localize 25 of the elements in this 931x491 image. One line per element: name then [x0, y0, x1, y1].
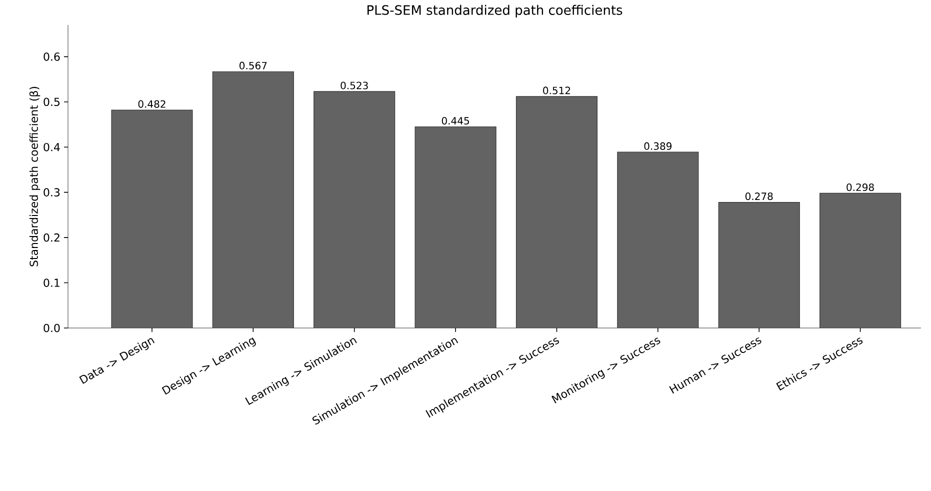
bar — [820, 192, 902, 328]
bar — [414, 126, 496, 328]
bar — [314, 91, 396, 328]
data-label: 0.278 — [745, 192, 773, 200]
bar — [111, 110, 193, 328]
y-tick-label: 0.2 — [44, 233, 60, 242]
data-label: 0.389 — [644, 142, 672, 150]
y-tick-label: 0.6 — [44, 52, 60, 61]
data-label: 0.512 — [543, 86, 570, 94]
y-tick-label: 0.4 — [44, 142, 60, 152]
y-tick-label: 0.3 — [44, 188, 60, 196]
data-label: 0.298 — [846, 183, 874, 192]
data-label: 0.567 — [240, 62, 267, 70]
y-tick-label: 0.5 — [44, 98, 60, 106]
chart-title: PLS-SEM standardized path coefficients — [368, 4, 622, 18]
bar — [212, 71, 294, 328]
data-label: 0.482 — [138, 100, 166, 108]
bar — [718, 202, 800, 328]
y-tick-label: 0.1 — [44, 278, 60, 287]
y-axis-title: Standardized path coefficient (β) — [29, 86, 40, 266]
data-label: 0.445 — [442, 116, 469, 125]
data-label: 0.523 — [340, 82, 368, 90]
y-tick-label: 0.0 — [44, 324, 60, 332]
bar — [617, 152, 699, 328]
bar — [516, 96, 598, 328]
